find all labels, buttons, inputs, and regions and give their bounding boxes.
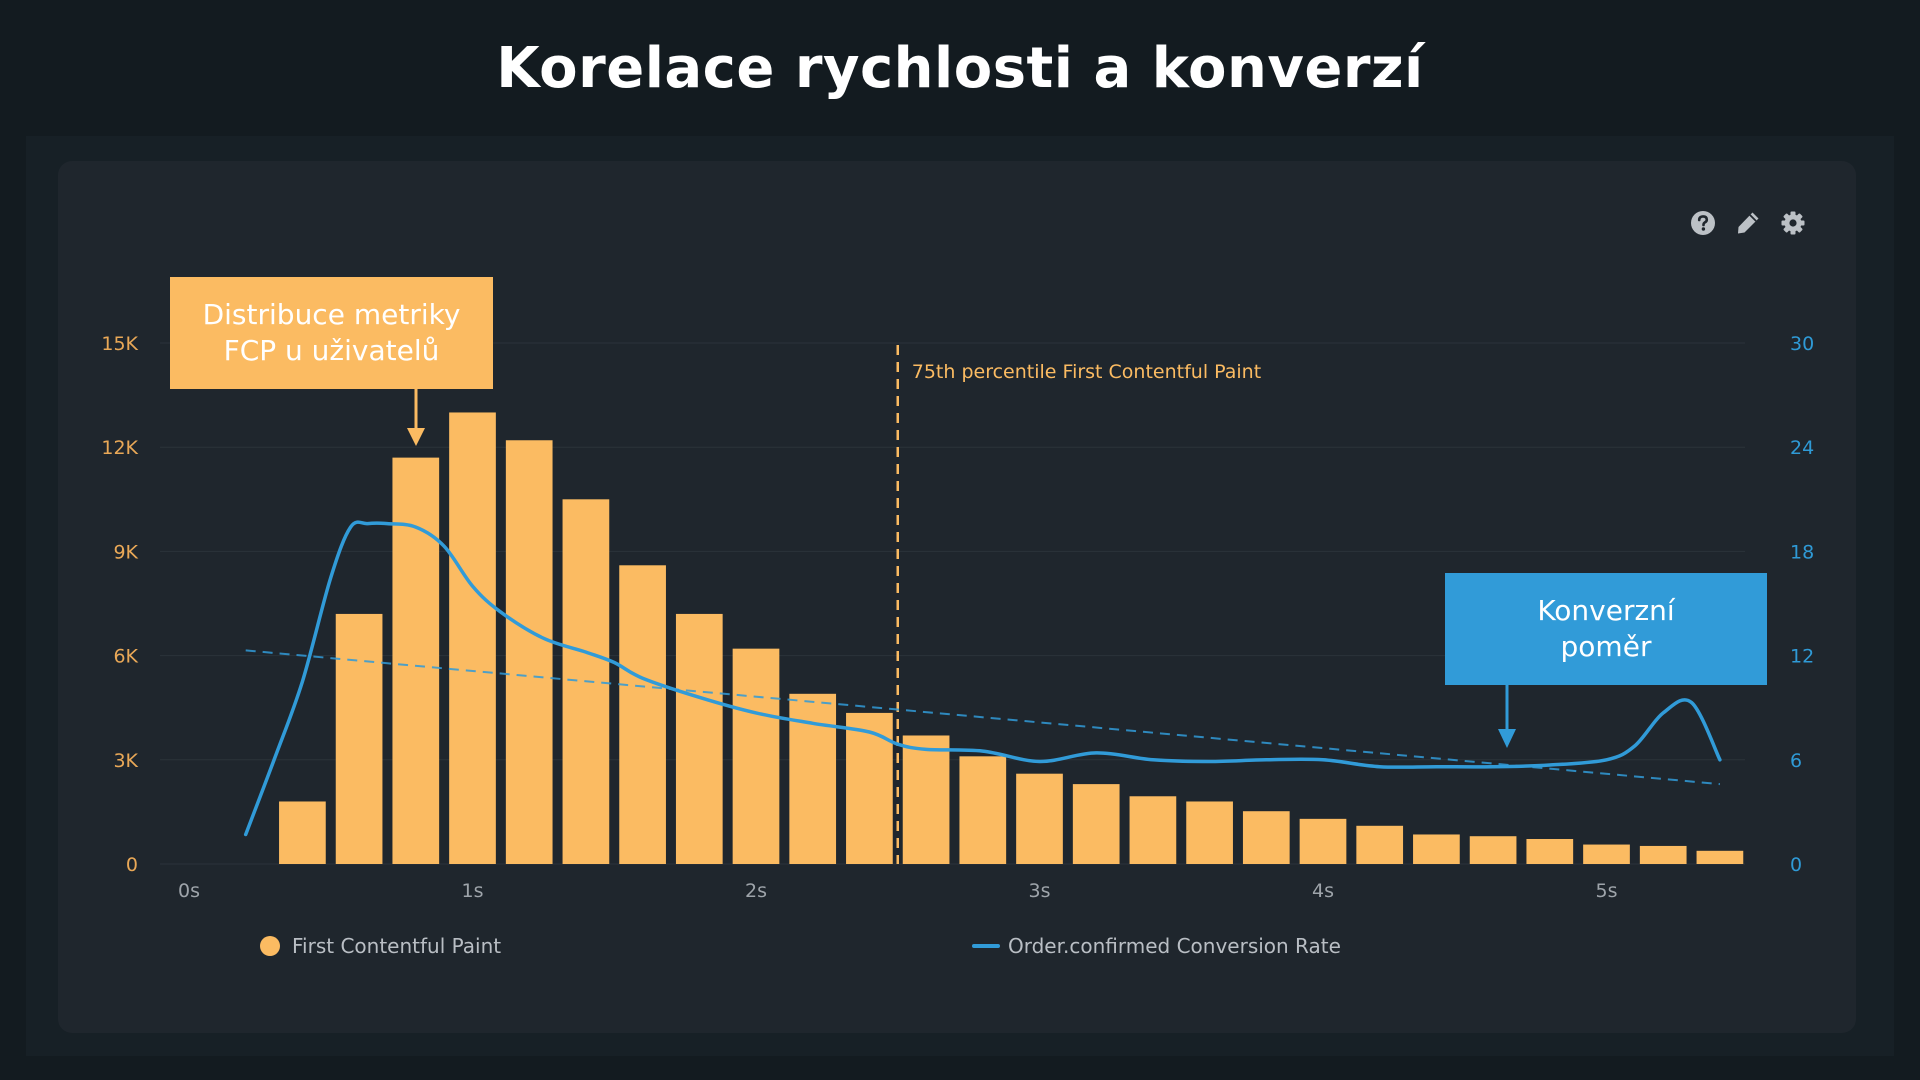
conversion-annotation-arrow-head [1498,729,1516,748]
legend-line-icon [972,944,1000,948]
fcp-bar [732,648,780,864]
left-axis-tick-label: 0 [126,854,138,876]
fcp-distribution-annotation-text: Distribuce metriky FCP u uživatelů [202,298,461,367]
fcp-annotation-arrow-head [407,428,425,446]
left-axis-tick-label: 6K [113,646,138,668]
fcp-bar [619,565,666,864]
fcp-bar [1299,818,1347,864]
fcp-distribution-annotation: Distribuce metriky FCP u uživatelů [170,277,493,389]
right-axis-tick-label: 12 [1790,646,1814,668]
fcp-bar [1583,844,1630,864]
fcp-bar [1186,801,1233,864]
right-axis-tick-label: 0 [1790,854,1802,876]
fcp-bar [1242,811,1290,864]
fcp-bar [959,756,1007,864]
fcp-bar [1016,773,1063,864]
fcp-bar [505,440,553,864]
fcp-bar [1526,838,1574,864]
fcp-bar [1696,850,1744,864]
right-axis-tick-label: 24 [1790,437,1814,459]
left-axis-tick-label: 9K [113,541,138,563]
x-axis-tick-label: 3s [1029,880,1051,902]
percentile-reference-label: 75th percentile First Contentful Paint [912,361,1261,383]
fcp-bar [1072,784,1120,864]
conversion-trend-line [245,649,1720,786]
fcp-bar [1356,825,1404,864]
fcp-bar [902,735,950,864]
fcp-bar [1413,834,1460,864]
left-axis-tick-label: 3K [113,750,138,772]
x-axis-tick-label: 0s [178,880,200,902]
fcp-bar [392,457,440,864]
right-axis-tick-label: 6 [1790,750,1802,772]
fcp-bar [1129,796,1177,864]
edit-icon[interactable] [1735,210,1761,236]
fcp-bar [279,801,326,864]
conversion-rate-annotation-text: Konverzní poměr [1537,594,1675,663]
x-axis-tick-label: 1s [462,880,484,902]
right-axis-tick-label: 30 [1790,333,1814,355]
fcp-bar [846,712,893,864]
legend-label-fcp: First Contentful Paint [292,934,502,958]
fcp-bar [335,613,383,864]
page-title: Korelace rychlosti a konverzí [496,36,1424,101]
settings-icon[interactable] [1780,210,1806,236]
fcp-bar [675,613,723,864]
right-axis-tick-label: 18 [1790,541,1814,563]
left-axis-tick-label: 15K [101,333,138,355]
help-icon[interactable] [1690,210,1716,236]
x-axis-tick-label: 4s [1312,880,1334,902]
legend-dot-icon [260,936,280,956]
legend-label-conversion: Order.confirmed Conversion Rate [1008,934,1341,958]
conversion-rate-annotation: Konverzní poměr [1445,573,1767,685]
conversion-rate-line [243,520,1722,837]
x-axis-tick-label: 2s [745,880,767,902]
fcp-bar [449,412,496,864]
legend-item-fcp[interactable]: First Contentful Paint [260,932,501,960]
x-axis-tick-label: 5s [1596,880,1618,902]
fcp-bar [1469,836,1517,864]
fcp-bar [1639,845,1687,864]
legend-item-conversion[interactable]: Order.confirmed Conversion Rate [972,932,1341,960]
left-axis-tick-label: 12K [101,437,138,459]
